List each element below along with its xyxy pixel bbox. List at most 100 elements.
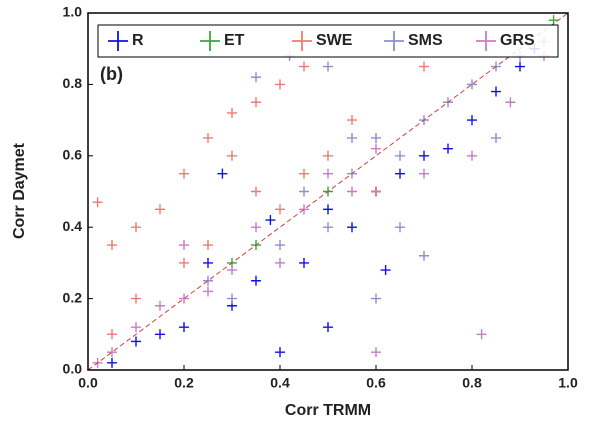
x-axis-title: Corr TRMM: [285, 402, 371, 419]
legend-marker: [108, 31, 128, 51]
point: [251, 97, 261, 108]
panel-label: (b): [100, 64, 123, 84]
point: [323, 204, 333, 215]
y-tick-label: 0.0: [63, 361, 83, 377]
point: [227, 150, 237, 161]
point: [107, 329, 117, 340]
legend: R ET SWE SMS GRS: [97, 24, 559, 58]
point: [371, 347, 381, 358]
x-tick-label: 1.0: [558, 375, 578, 391]
point: [203, 286, 213, 297]
point: [107, 357, 117, 368]
point: [251, 72, 261, 83]
point: [323, 322, 333, 333]
point: [179, 293, 189, 304]
point: [323, 222, 333, 233]
point: [203, 132, 213, 143]
point: [467, 79, 477, 90]
point: [155, 329, 165, 340]
y-tick-label: 0.8: [63, 75, 83, 91]
point: [107, 347, 117, 358]
point: [371, 143, 381, 154]
legend-marker: [476, 31, 496, 51]
point: [347, 222, 357, 233]
y-tick-label: 1.0: [63, 4, 83, 20]
point: [371, 293, 381, 304]
point: [275, 240, 285, 251]
point: [371, 132, 381, 143]
y-tick-label: 0.6: [63, 147, 83, 163]
point: [179, 257, 189, 268]
point: [131, 293, 141, 304]
y-axis-title: Corr Daymet: [11, 142, 28, 239]
point: [179, 322, 189, 333]
point: [491, 132, 501, 143]
point: [275, 204, 285, 215]
point: [347, 115, 357, 126]
point: [443, 143, 453, 154]
point: [179, 240, 189, 251]
point: [227, 293, 237, 304]
point: [131, 222, 141, 233]
legend-label: ET: [224, 32, 245, 49]
legend-label: SWE: [316, 32, 353, 49]
legend-label: GRS: [500, 32, 535, 49]
point: [299, 168, 309, 179]
point: [371, 186, 381, 197]
point: [299, 204, 309, 215]
point: [299, 61, 309, 72]
point: [395, 222, 405, 233]
point: [395, 168, 405, 179]
point: [380, 265, 391, 276]
x-tick-label: 0.6: [366, 375, 386, 391]
point: [467, 115, 477, 126]
point: [515, 61, 525, 72]
point: [155, 204, 165, 215]
point: [217, 168, 228, 179]
plot-frame: [87, 12, 569, 371]
point: [155, 300, 165, 311]
point: [491, 86, 501, 97]
x-tick-label: 0.8: [462, 375, 482, 391]
point: [347, 132, 357, 143]
point: [275, 79, 285, 90]
point: [323, 168, 333, 179]
point: [227, 265, 237, 276]
point: [419, 250, 429, 261]
x-tick-label: 0.2: [174, 375, 194, 391]
point: [467, 150, 477, 161]
point: [505, 97, 516, 108]
point: [347, 186, 357, 197]
x-tick-label: 0.0: [78, 375, 98, 391]
x-tick-label: 0.4: [270, 375, 290, 391]
point: [107, 240, 117, 251]
point: [323, 150, 333, 161]
point: [265, 215, 276, 226]
point: [299, 186, 309, 197]
point: [251, 186, 261, 197]
y-tick-label: 0.2: [63, 289, 83, 305]
point: [419, 150, 429, 161]
legend-marker: [200, 31, 220, 51]
point: [131, 322, 141, 333]
point: [179, 168, 189, 179]
point: [203, 257, 213, 268]
point: [275, 257, 285, 268]
legend-marker: [292, 31, 312, 51]
point: [299, 257, 309, 268]
point: [227, 107, 237, 118]
point: [419, 61, 429, 72]
point: [476, 329, 487, 340]
legend-label: R: [132, 32, 144, 49]
y-tick-label: 0.4: [63, 218, 83, 234]
point: [275, 347, 285, 358]
point: [419, 168, 429, 179]
point: [203, 240, 213, 251]
point: [92, 197, 103, 208]
legend-label: SMS: [408, 32, 443, 49]
point: [203, 275, 213, 286]
point: [323, 61, 333, 72]
point: [251, 275, 261, 286]
reference-line: [87, 12, 569, 371]
